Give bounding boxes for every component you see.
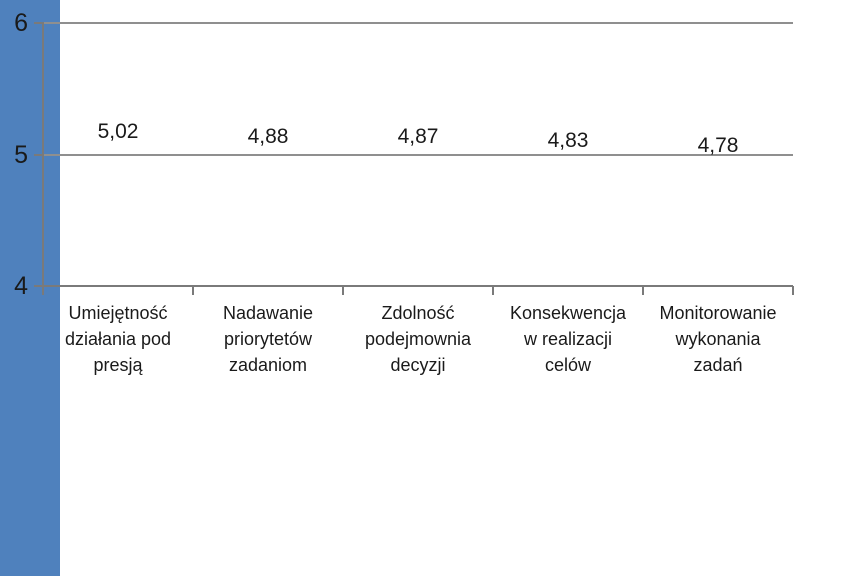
- y-tick-label: 4: [14, 272, 28, 300]
- gridline: [43, 153, 793, 156]
- bar: [0, 473, 60, 576]
- category-label: Konsekwencja w realizacji celów: [493, 300, 643, 378]
- category-label: Umiejętność działania pod presją: [43, 300, 193, 378]
- category-label: Nadawanie priorytetów zadaniom: [193, 300, 343, 378]
- category-label-line: podejmownia: [364, 329, 472, 349]
- x-tick: [642, 286, 644, 295]
- category-label-line: działania pod: [64, 329, 172, 349]
- category-label-line: Nadawanie: [222, 303, 314, 323]
- y-tick-label: 5: [14, 140, 28, 169]
- bar-value-label: 4,83: [547, 129, 589, 152]
- bar: [0, 364, 60, 474]
- bar-value-label: 4,87: [397, 125, 439, 148]
- category-label-line: Monitorowanie: [659, 303, 777, 323]
- bar-value-label: 5,02: [97, 120, 139, 143]
- y-tick-label: 6: [14, 9, 28, 37]
- y-axis-line: [42, 22, 44, 295]
- x-axis-line: [43, 285, 793, 287]
- category-label-line: decyzji: [390, 355, 446, 375]
- y-tick: [34, 285, 43, 287]
- y-tick: [34, 153, 43, 156]
- bar: [0, 134, 60, 250]
- category-label-line: wykonania: [675, 329, 761, 349]
- x-tick: [342, 286, 344, 295]
- category-label-line: Umiejętność: [68, 303, 168, 323]
- gridline: [43, 22, 793, 24]
- category-label-line: priorytetów: [223, 329, 313, 349]
- category-label-line: Zdolność: [381, 303, 455, 323]
- category-label-line: w realizacji: [523, 329, 613, 349]
- category-label: Monitorowanie wykonania zadań: [643, 300, 793, 378]
- x-tick: [792, 286, 794, 295]
- category-label-line: celów: [544, 355, 592, 375]
- category-label-line: presją: [93, 355, 143, 375]
- x-tick: [492, 286, 494, 295]
- category-label-line: zadaniom: [228, 355, 308, 375]
- bar-value-label: 4,88: [247, 125, 289, 148]
- bar-chart: 4 5 6 5,02 Umiejętność działania pod presją 4,8…: [0, 0, 794, 576]
- category-label: Zdolność podejmownia decyzji: [343, 300, 493, 378]
- category-label-line: Konsekwencja: [509, 303, 627, 323]
- x-tick: [42, 286, 44, 295]
- x-tick: [192, 286, 194, 295]
- category-label-line: zadań: [693, 355, 743, 375]
- bar-value-label: 4,78: [697, 134, 739, 157]
- y-tick: [34, 22, 43, 24]
- bar: [0, 249, 60, 365]
